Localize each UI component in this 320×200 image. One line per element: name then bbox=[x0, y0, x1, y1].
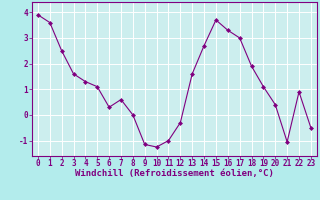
X-axis label: Windchill (Refroidissement éolien,°C): Windchill (Refroidissement éolien,°C) bbox=[75, 169, 274, 178]
